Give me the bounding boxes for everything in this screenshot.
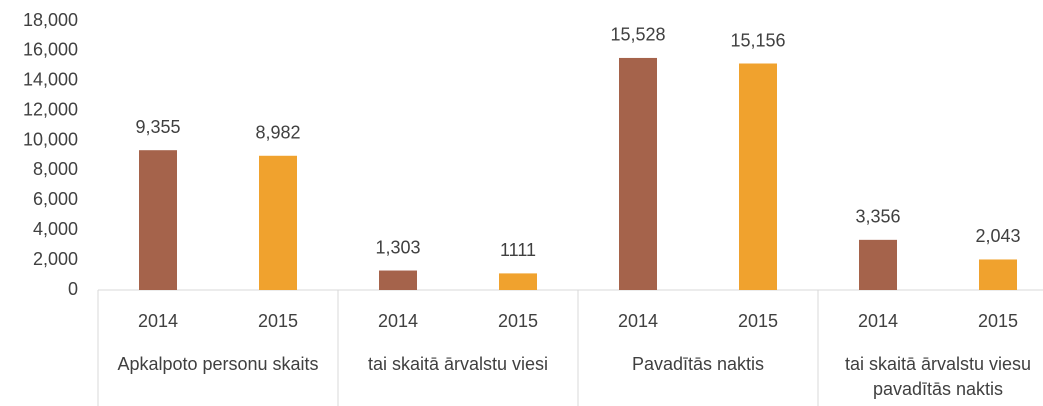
y-tick-label: 12,000	[23, 99, 78, 119]
bar	[259, 155, 297, 290]
y-tick-label: 6,000	[33, 189, 78, 209]
bar	[979, 259, 1017, 290]
bar	[619, 57, 657, 291]
y-tick-label: 14,000	[23, 70, 78, 90]
group-label: tai skaitā ārvalstu viesi	[367, 354, 549, 374]
bar	[739, 63, 777, 290]
bar	[499, 273, 537, 290]
x-tick-label: 2014	[858, 311, 898, 331]
data-label: 9,355	[135, 117, 180, 137]
group-label: tai skaitā ārvalstu viesu pavadītās nakt…	[844, 354, 1032, 399]
group-label: Pavadītās naktis	[631, 354, 765, 374]
data-label: 15,528	[610, 25, 665, 45]
y-tick-label: 0	[68, 279, 78, 299]
bar	[139, 150, 177, 290]
x-tick-label: 2015	[738, 311, 778, 331]
x-tick-label: 2015	[978, 311, 1018, 331]
y-tick-label: 10,000	[23, 129, 78, 149]
y-tick-label: 2,000	[33, 249, 78, 269]
y-tick-label: 18,000	[23, 10, 78, 30]
x-tick-label: 2014	[378, 311, 418, 331]
group-label: Apkalpoto personu skaits	[117, 354, 319, 374]
bar	[859, 239, 897, 290]
y-tick-label: 16,000	[23, 40, 78, 60]
y-tick-label: 4,000	[33, 219, 78, 239]
x-tick-label: 2014	[138, 311, 178, 331]
data-label: 3,356	[855, 207, 900, 227]
data-label: 2,043	[975, 226, 1020, 246]
y-tick-label: 8,000	[33, 159, 78, 179]
data-label: 1111	[500, 240, 536, 260]
x-tick-label: 2014	[618, 311, 658, 331]
data-label: 8,982	[255, 123, 300, 143]
data-label: 15,156	[730, 30, 785, 50]
x-tick-label: 2015	[258, 311, 298, 331]
x-tick-label: 2015	[498, 311, 538, 331]
bar	[379, 270, 417, 290]
data-label: 1,303	[375, 237, 420, 257]
